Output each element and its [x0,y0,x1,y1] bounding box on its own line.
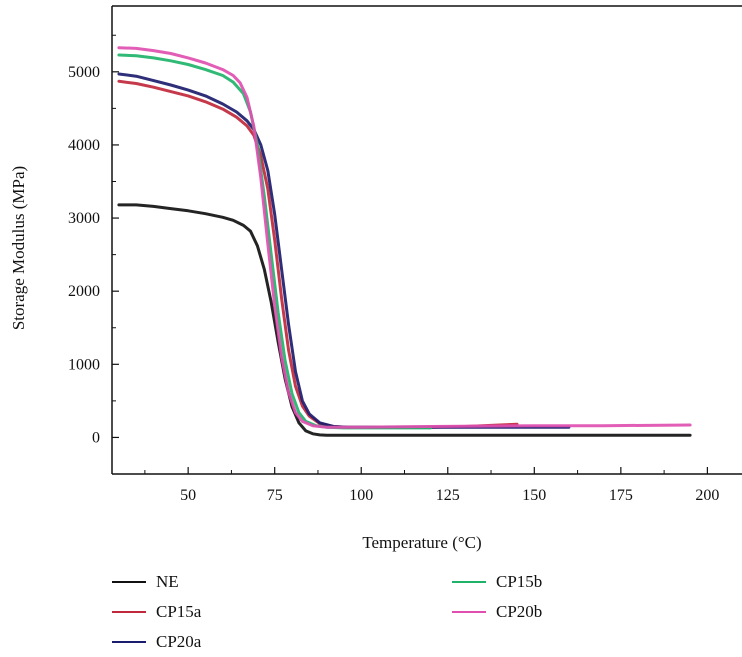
legend-item-ne: NE [112,572,179,592]
y-tick-label-0: 0 [92,429,100,446]
x-tick-label-125: 125 [436,487,460,504]
y-axis-label-group: Storage Modulus (MPa) [9,166,28,330]
y-tick-label-3000: 3000 [68,210,100,227]
legend-swatch-cp15a [112,611,146,613]
legend-label-cp15b: CP15b [496,572,543,591]
legend-label-ne: NE [156,572,179,591]
series-line-cp20b [117,46,692,429]
legend-item-cp15b: CP15b [452,572,542,592]
legend-swatch-cp20b [452,611,486,613]
x-tick-label-175: 175 [609,487,633,504]
legend: NE CP15a CP20a CP15b CP20b [0,560,742,657]
legend-label-cp15a: CP15a [156,602,202,621]
x-axis-label: Temperature (°C) [362,533,481,552]
storage-modulus-chart: Storage Modulus (MPa) Temperature (°C) 0… [9,5,742,552]
legend-label-cp20a: CP20a [156,632,202,651]
plot-area: 0 1000 2000 3000 4000 5000 50 75 100 125 150 175 200 [68,5,742,504]
legend-swatch-ne [112,581,146,583]
legend-swatch-cp20a [112,641,146,643]
y-tick-label-1000: 1000 [68,356,100,373]
series-line-ne [117,203,692,437]
series-line-cp15a [117,79,519,429]
series-line-cp20a [117,72,571,429]
legend-item-cp20b: CP20b [452,602,542,622]
x-tick-label-50: 50 [180,487,196,504]
y-tick-label-2000: 2000 [68,283,100,300]
x-tick-label-75: 75 [267,487,283,504]
legend-item-cp15a: CP15a [112,602,201,622]
y-tick-label-5000: 5000 [68,64,100,81]
legend-label-cp20b: CP20b [496,602,543,621]
legend-swatch-cp15b [452,581,486,583]
y-tick-label-4000: 4000 [68,137,100,154]
y-axis-label: Storage Modulus (MPa) [9,166,28,330]
x-tick-label-150: 150 [522,487,546,504]
x-tick-label-100: 100 [349,487,373,504]
legend-item-cp20a: CP20a [112,632,201,652]
x-tick-label-200: 200 [695,487,719,504]
